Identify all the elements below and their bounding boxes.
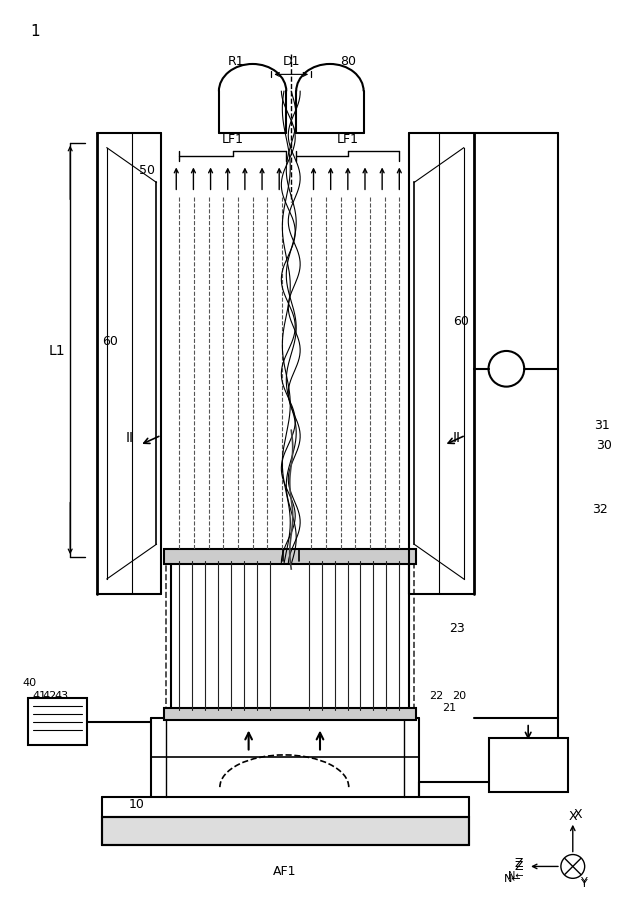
Text: LF1: LF1 <box>222 133 244 146</box>
Bar <box>172 559 409 713</box>
Text: 60: 60 <box>102 335 118 347</box>
Bar <box>28 698 87 745</box>
Text: 40: 40 <box>22 678 36 688</box>
Text: 80: 80 <box>340 55 356 68</box>
Text: D1: D1 <box>282 55 300 68</box>
Text: 1: 1 <box>31 24 40 40</box>
Text: R1: R1 <box>227 55 244 68</box>
Text: 20: 20 <box>452 691 466 701</box>
Text: X: X <box>573 809 582 822</box>
Text: N←: N← <box>504 874 521 884</box>
Text: 43: 43 <box>54 691 68 701</box>
Text: Y: Y <box>580 878 588 888</box>
Text: 32: 32 <box>591 503 607 516</box>
Text: AF1: AF1 <box>273 865 296 878</box>
Text: 41: 41 <box>33 691 47 701</box>
Text: 10: 10 <box>129 799 145 811</box>
Text: L1: L1 <box>49 344 66 358</box>
Bar <box>164 550 416 564</box>
Bar <box>488 738 568 792</box>
Text: X: X <box>568 811 577 823</box>
Text: 42: 42 <box>42 691 57 701</box>
Text: II: II <box>453 431 461 445</box>
Text: 23: 23 <box>449 622 465 635</box>
Text: N←: N← <box>508 871 524 881</box>
Text: II: II <box>125 431 134 445</box>
Text: Y: Y <box>580 879 588 890</box>
Bar <box>164 708 416 720</box>
Bar <box>102 817 468 845</box>
Text: 21: 21 <box>442 703 456 713</box>
Text: 31: 31 <box>594 419 609 432</box>
Text: 30: 30 <box>596 438 611 451</box>
Bar <box>166 554 414 718</box>
Text: 60: 60 <box>453 314 468 328</box>
Text: 22: 22 <box>429 691 443 701</box>
Text: 50: 50 <box>138 164 154 177</box>
Text: LF1: LF1 <box>337 133 359 146</box>
Text: Z: Z <box>515 860 524 873</box>
Text: Z: Z <box>515 857 524 870</box>
